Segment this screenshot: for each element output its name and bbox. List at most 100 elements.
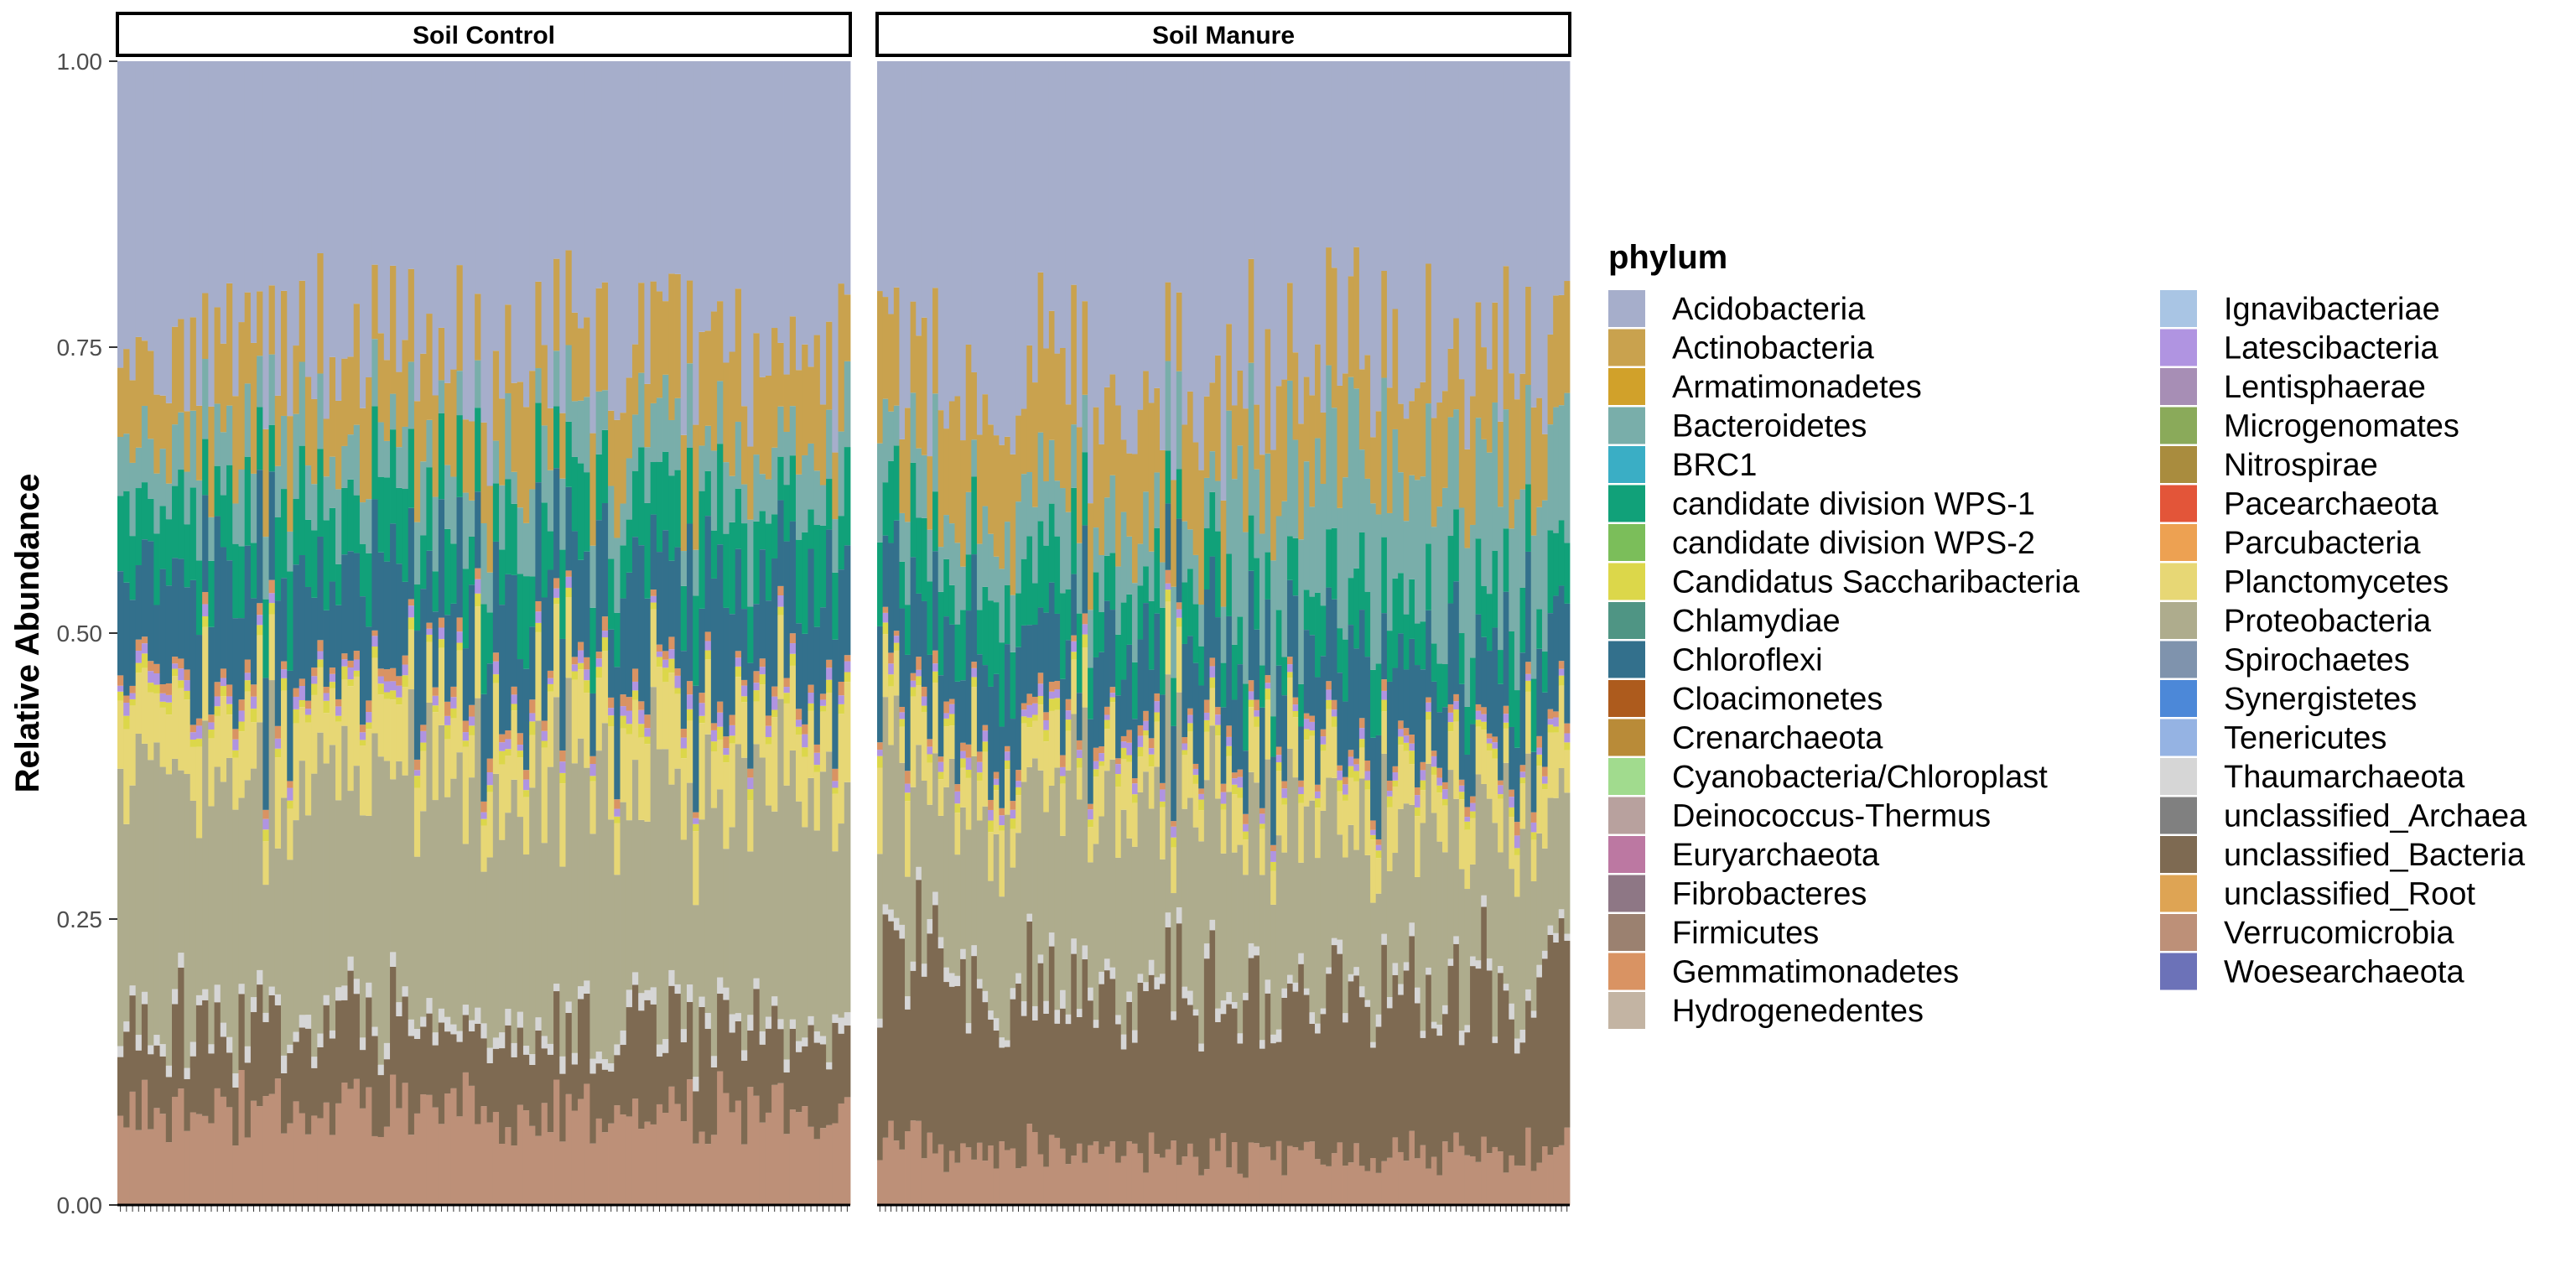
bar-segment xyxy=(250,696,257,709)
bar-segment xyxy=(1442,1141,1449,1205)
bar-segment xyxy=(965,554,972,611)
bar-segment xyxy=(668,1086,675,1205)
bar-segment xyxy=(1519,765,1526,772)
bar-segment xyxy=(377,1075,385,1137)
bar-segment xyxy=(323,1102,330,1205)
bar-segment xyxy=(347,679,355,687)
bar-segment xyxy=(1414,388,1420,480)
bar-segment xyxy=(1358,986,1365,998)
bar-segment xyxy=(1358,718,1365,729)
bar-segment xyxy=(317,1118,324,1205)
bar-segment xyxy=(1281,61,1288,380)
bar-segment xyxy=(971,476,978,555)
bar-segment xyxy=(396,761,402,1003)
bar-segment xyxy=(759,1122,766,1205)
bar-segment xyxy=(795,801,802,1041)
bar-segment xyxy=(450,1088,457,1205)
bar-segment xyxy=(1353,967,1360,976)
bar-segment xyxy=(1275,746,1282,756)
bar-segment xyxy=(565,678,573,1002)
bar-segment xyxy=(172,989,179,1005)
bar-segment xyxy=(1115,566,1122,635)
bar-segment xyxy=(329,667,336,674)
bar-segment xyxy=(1392,974,1399,1138)
bar-segment xyxy=(1392,309,1399,429)
legend-swatch xyxy=(2160,407,2197,444)
bar-segment xyxy=(704,61,712,331)
bar-segment xyxy=(965,344,972,492)
bar-segment xyxy=(1564,1127,1571,1205)
bar-segment xyxy=(999,569,1005,643)
bar-segment xyxy=(960,948,967,959)
bar-segment xyxy=(1343,1022,1349,1166)
bar-segment xyxy=(1231,772,1238,779)
bar-segment xyxy=(1492,742,1498,749)
bar-segment xyxy=(838,682,845,696)
bar-segment xyxy=(686,984,693,1002)
bar-segment xyxy=(165,683,173,695)
bar-segment xyxy=(1048,946,1055,1135)
bar-segment xyxy=(1243,1177,1249,1205)
bar-segment xyxy=(680,1041,688,1122)
bar-segment xyxy=(553,697,560,984)
bar-segment xyxy=(377,476,385,553)
bar-segment xyxy=(1109,759,1116,968)
bar-segment xyxy=(777,615,784,699)
bar-segment xyxy=(1536,609,1543,649)
bar-segment xyxy=(1453,1132,1460,1205)
bar-segment xyxy=(1326,587,1332,682)
bar-segment xyxy=(1519,587,1526,653)
bar-segment xyxy=(826,61,833,322)
bar-segment xyxy=(1198,788,1205,794)
legend-label: Tenericutes xyxy=(2224,721,2386,756)
bar-segment xyxy=(1509,869,1515,1004)
bar-segment xyxy=(511,1042,518,1057)
bar-segment xyxy=(541,1036,548,1049)
bar-segment xyxy=(1386,780,1393,792)
bar-segment xyxy=(789,653,797,666)
bar-segment xyxy=(522,576,530,669)
bar-segment xyxy=(1370,737,1377,821)
bar-segment xyxy=(905,61,911,408)
bar-segment xyxy=(117,1057,124,1116)
bar-segment xyxy=(1525,484,1532,552)
bar-segment xyxy=(366,997,372,1088)
bar-segment xyxy=(808,684,815,693)
bar-segment xyxy=(1558,1145,1565,1205)
bar-segment xyxy=(486,792,494,858)
bar-segment xyxy=(1154,701,1161,713)
bar-segment xyxy=(819,771,827,1036)
bar-segment xyxy=(1026,921,1033,1124)
bar-segment xyxy=(438,380,445,413)
bar-segment xyxy=(1320,656,1327,730)
bar-segment xyxy=(686,1079,693,1205)
bar-segment xyxy=(954,813,961,855)
bar-segment xyxy=(529,721,536,735)
bar-segment xyxy=(1054,536,1061,614)
bar-segment xyxy=(1553,61,1560,296)
bar-segment xyxy=(680,1121,688,1205)
bar-segment xyxy=(740,696,748,703)
bar-segment xyxy=(1171,1140,1177,1205)
bar-segment xyxy=(262,537,269,600)
bar-segment xyxy=(1010,595,1016,652)
bar-segment xyxy=(1026,61,1033,345)
bar-segment xyxy=(626,697,633,711)
bar-segment xyxy=(432,712,439,801)
bar-segment xyxy=(899,726,906,763)
bar-segment xyxy=(262,818,269,830)
bar-segment xyxy=(795,726,802,735)
bar-segment xyxy=(1037,704,1044,771)
bar-segment xyxy=(1203,780,1210,944)
bar-segment xyxy=(1154,387,1161,473)
bar-segment xyxy=(250,1100,257,1205)
bar-segment xyxy=(559,638,566,750)
bar-segment xyxy=(1281,797,1288,805)
bar-segment xyxy=(184,774,191,1068)
bar-segment xyxy=(335,715,342,722)
bar-segment xyxy=(311,683,318,695)
bar-segment xyxy=(366,626,372,701)
bar-segment xyxy=(1564,733,1571,743)
bar-segment xyxy=(420,1016,427,1027)
bar-segment xyxy=(1165,601,1171,675)
